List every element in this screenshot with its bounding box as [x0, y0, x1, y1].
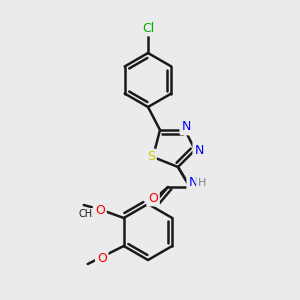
Text: O: O: [95, 203, 105, 217]
Text: N: N: [181, 121, 191, 134]
Text: N: N: [188, 176, 198, 190]
Text: O: O: [97, 251, 107, 265]
Text: CH₃: CH₃: [79, 209, 97, 219]
Text: S: S: [147, 151, 155, 164]
Text: H: H: [198, 178, 206, 188]
Text: O: O: [148, 191, 158, 205]
Text: O: O: [95, 202, 105, 215]
Text: N: N: [194, 143, 204, 157]
Text: Cl: Cl: [142, 22, 154, 34]
